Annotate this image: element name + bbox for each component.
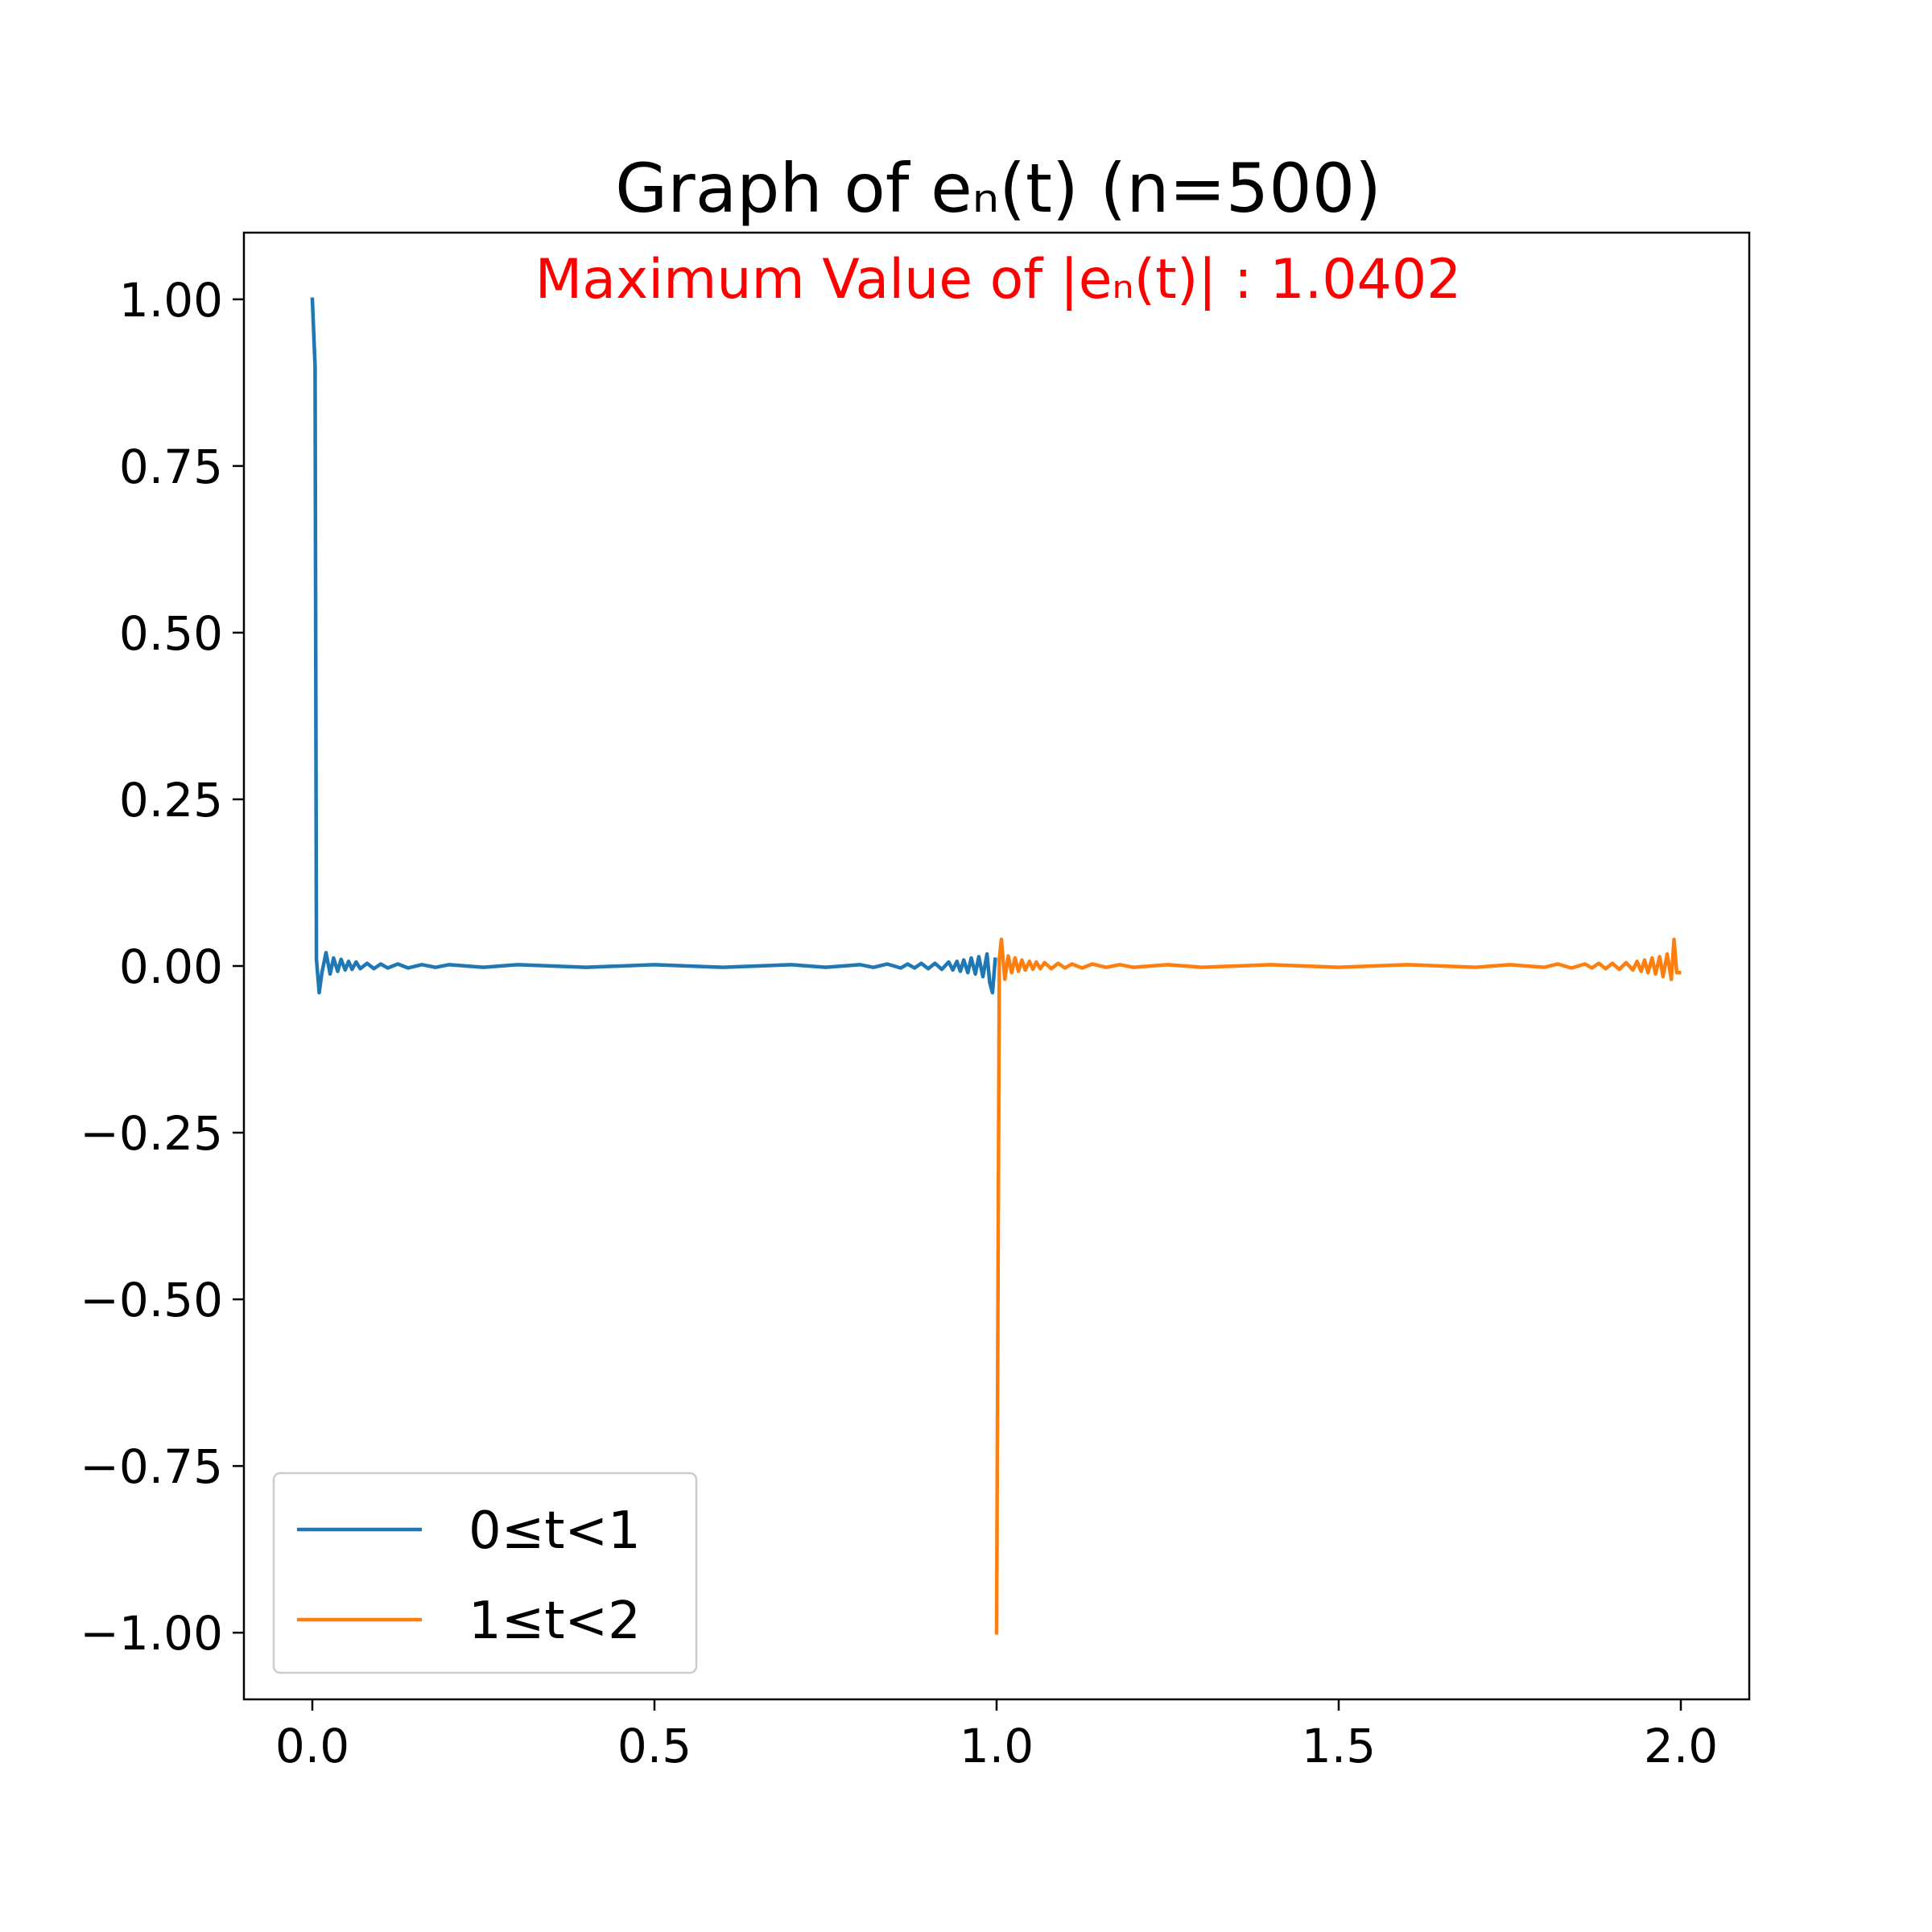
x-tick-label: 2.0 [1644,1719,1718,1773]
y-tick-label: 0.75 [119,440,223,494]
y-tick-label: 0.00 [119,939,223,994]
y-tick-label: −0.25 [80,1106,223,1161]
y-tick-label: 0.50 [119,606,223,661]
x-tick-label: 0.5 [617,1719,691,1773]
plot-area: 0.0 0.5 1.0 1.5 2.0 1.00 0.75 0.50 0.25 0.00 −0.25… [80,231,1751,1773]
y-tick-label: −0.75 [80,1439,223,1494]
y-tick-label: −1.00 [80,1606,223,1661]
series-line-2 [994,937,1682,1635]
legend-label-1: 0≤t<1 [469,1501,641,1561]
x-tick-label: 1.0 [960,1719,1034,1773]
y-tick-label: −0.50 [80,1273,223,1327]
chart-title: Graph of eₙ(t) (n=500) [615,149,1381,228]
legend-box [272,1472,698,1674]
legend-label-2: 1≤t<2 [469,1591,641,1651]
x-tick-label: 1.5 [1302,1719,1376,1773]
legend: 0≤t<1 1≤t<2 [272,1472,698,1674]
x-tick-label: 0.0 [275,1719,349,1773]
y-tick-label: 0.25 [119,773,223,828]
max-value-annotation: Maximum Value of |eₙ(t)| : 1.0402 [535,248,1462,312]
y-tick-label: 1.00 [119,273,223,328]
series-line-1 [310,297,997,995]
